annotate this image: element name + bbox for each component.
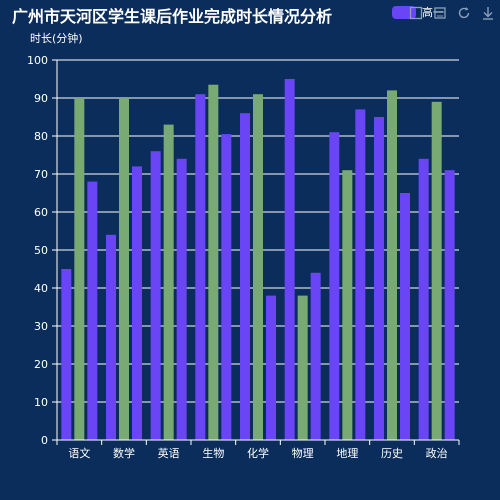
bar-地理-2[interactable] xyxy=(355,109,366,441)
bar-生物-0[interactable] xyxy=(195,94,206,440)
bar-化学-1[interactable] xyxy=(253,94,263,440)
x-tick-label: 化学 xyxy=(247,446,269,460)
bar-语文-0[interactable] xyxy=(61,269,72,440)
download-icon[interactable] xyxy=(480,5,496,21)
bar-政治-0[interactable] xyxy=(418,158,429,441)
bar-政治-2[interactable] xyxy=(444,170,455,440)
bar-政治-1[interactable] xyxy=(431,101,442,441)
bar-生物-1[interactable] xyxy=(208,84,219,440)
data-view-icon[interactable] xyxy=(408,5,424,21)
bar-数学-1[interactable] xyxy=(119,98,129,440)
y-tick-label: 80 xyxy=(34,130,48,143)
bar-地理-0[interactable] xyxy=(329,132,340,440)
x-tick-label: 英语 xyxy=(158,446,180,460)
toolbox xyxy=(408,5,496,21)
y-tick-label: 70 xyxy=(34,168,48,181)
y-tick-label: 90 xyxy=(34,92,48,105)
bar-地理-1[interactable] xyxy=(342,170,353,440)
x-tick-label: 语文 xyxy=(68,446,90,460)
x-tick-label: 地理 xyxy=(336,447,358,460)
y-tick-label: 60 xyxy=(34,206,48,219)
x-tick-label: 数学 xyxy=(113,446,135,460)
bar-数学-2[interactable] xyxy=(132,166,142,440)
y-tick-label: 10 xyxy=(34,396,48,409)
chart-title: 广州市天河区学生课后作业完成时长情况分析 xyxy=(12,7,333,26)
bar-英语-2[interactable] xyxy=(176,158,187,441)
x-tick-label: 生物 xyxy=(202,446,224,460)
bar-物理-0[interactable] xyxy=(284,79,295,440)
y-tick-label: 100 xyxy=(27,54,48,67)
restore-icon[interactable] xyxy=(456,5,472,21)
bar-化学-2[interactable] xyxy=(266,295,276,440)
bar-chart-icon[interactable] xyxy=(432,5,448,21)
x-tick-label: 政治 xyxy=(426,446,448,460)
y-axis-label: 时长(分钟) xyxy=(30,31,83,45)
y-tick-label: 0 xyxy=(41,434,48,447)
bar-英语-1[interactable] xyxy=(163,124,174,440)
bar-语文-1[interactable] xyxy=(74,98,85,440)
bar-化学-0[interactable] xyxy=(240,113,250,440)
bar-历史-1[interactable] xyxy=(387,90,397,441)
y-tick-label: 20 xyxy=(34,358,48,371)
y-tick-label: 40 xyxy=(34,282,48,295)
bar-历史-2[interactable] xyxy=(400,193,410,440)
bar-数学-0[interactable] xyxy=(106,234,116,440)
bar-英语-0[interactable] xyxy=(150,151,161,440)
bar-历史-0[interactable] xyxy=(374,117,384,440)
y-tick-label: 50 xyxy=(34,244,48,257)
x-tick-label: 历史 xyxy=(381,447,403,460)
x-tick-label: 物理 xyxy=(292,446,314,460)
bar-物理-1[interactable] xyxy=(297,295,308,440)
bar-物理-2[interactable] xyxy=(310,272,321,440)
y-tick-label: 30 xyxy=(34,320,48,333)
bar-生物-2[interactable] xyxy=(221,134,232,440)
bar-语文-2[interactable] xyxy=(87,181,98,440)
